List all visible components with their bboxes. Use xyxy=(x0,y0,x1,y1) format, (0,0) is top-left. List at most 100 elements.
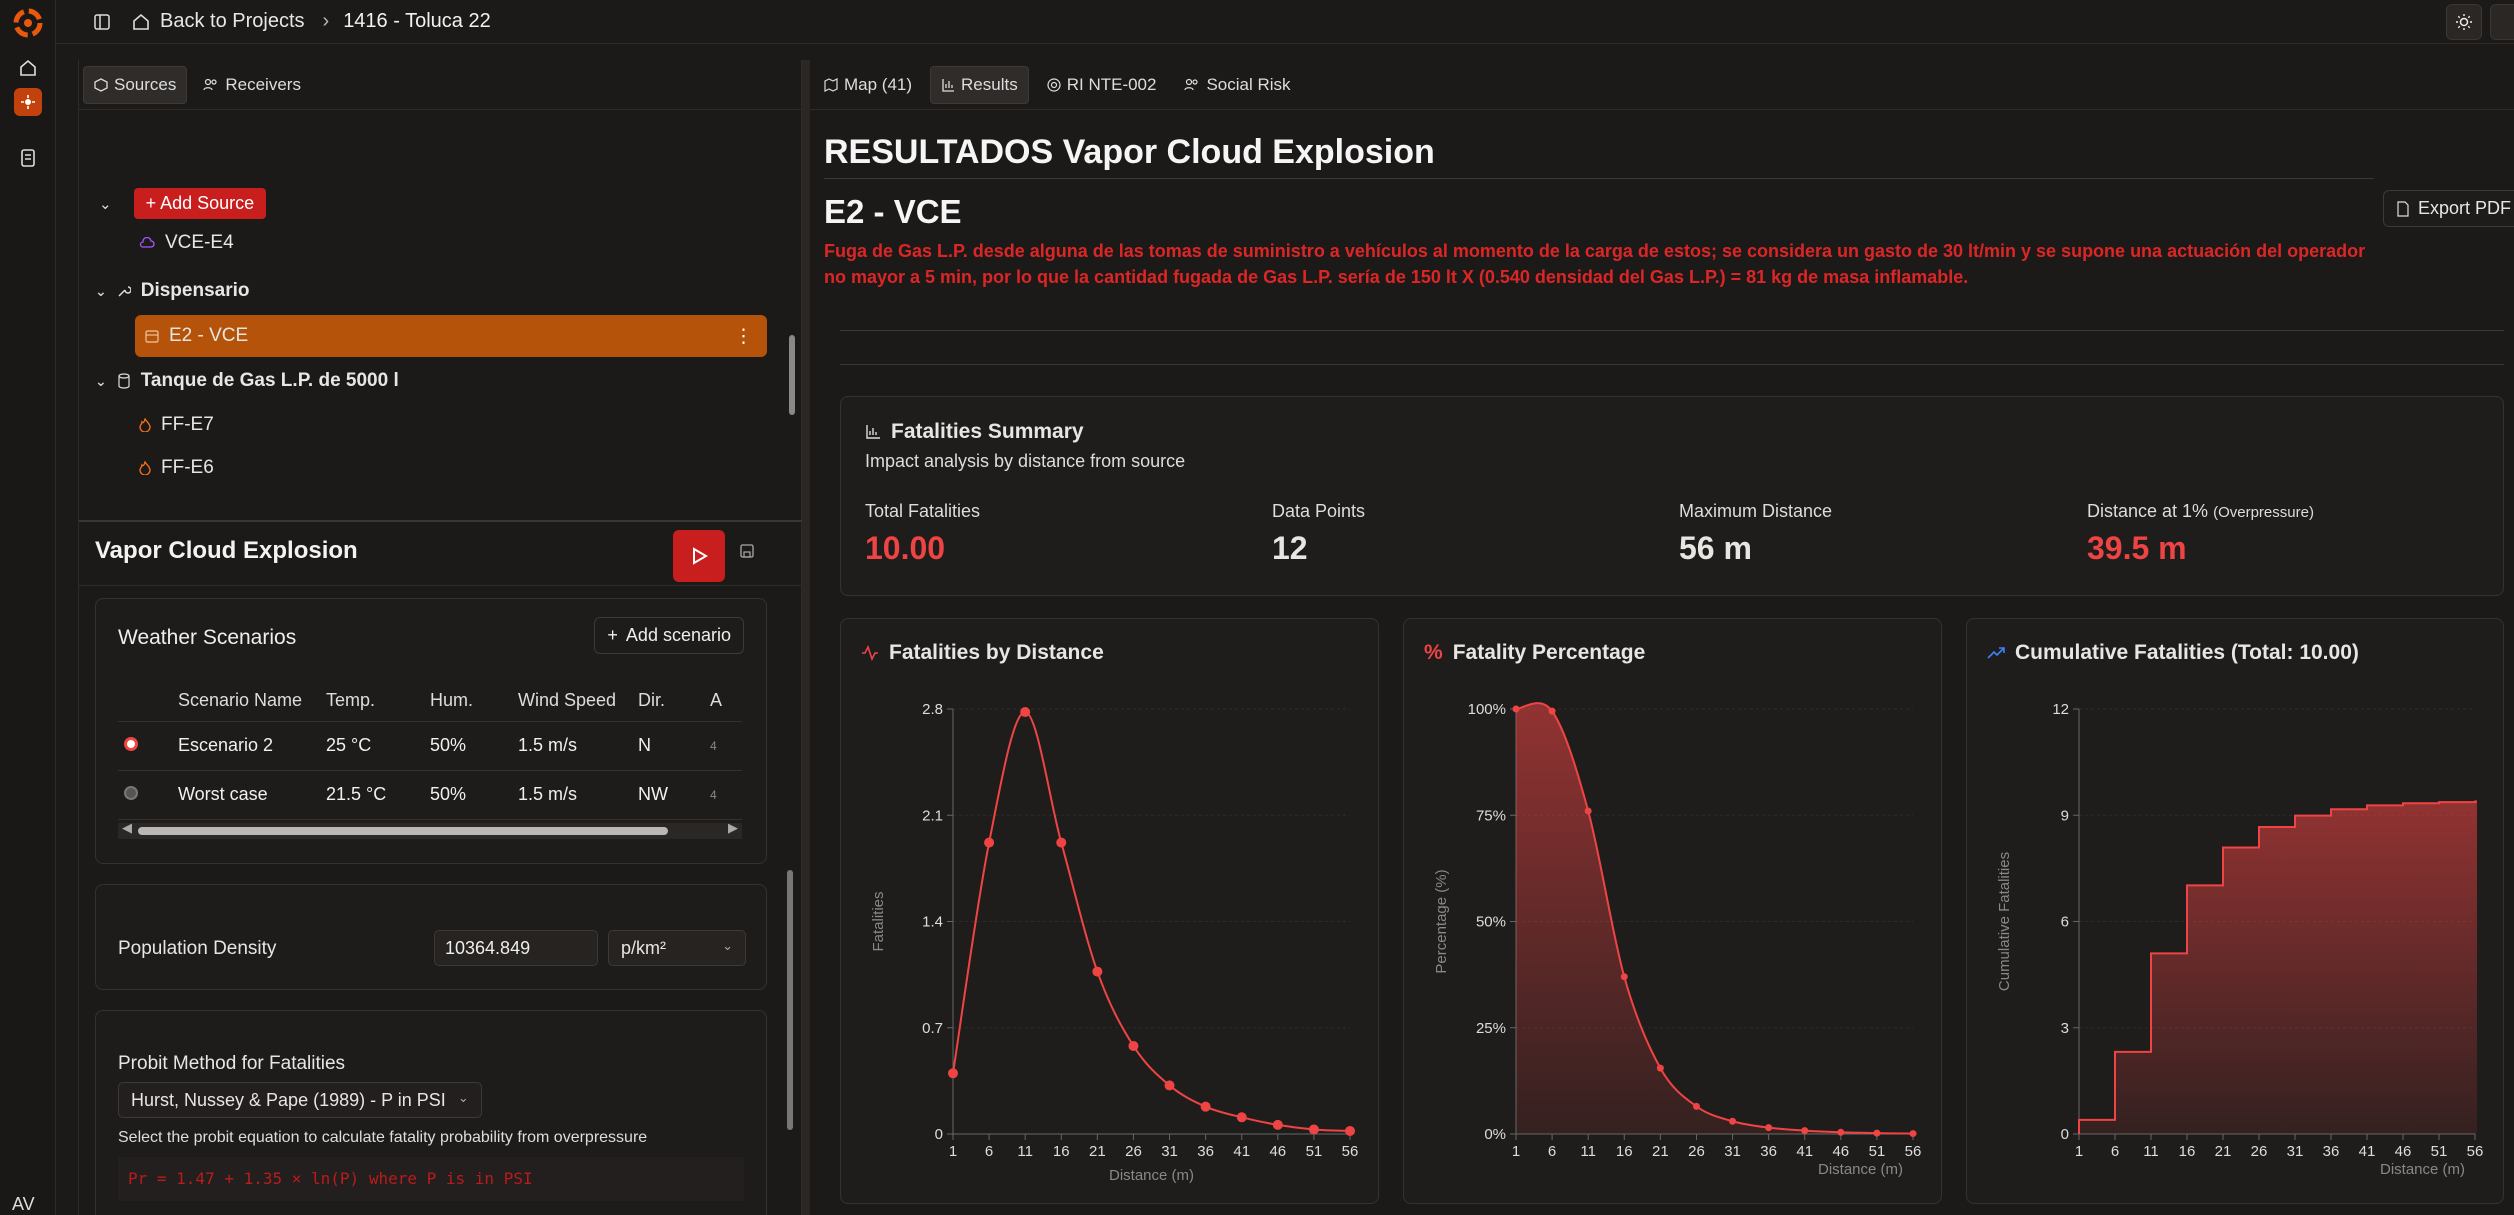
table-row[interactable]: Worst case 21.5 °C 50% 1.5 m/s NW 4 xyxy=(118,770,742,820)
play-icon xyxy=(693,547,708,565)
probit-method-card: Probit Method for Fatalities Hurst, Nuss… xyxy=(95,1010,767,1215)
file-icon xyxy=(2397,200,2409,217)
stat-label: Data Points xyxy=(1272,501,1366,521)
report-icon[interactable] xyxy=(14,144,42,172)
panel-scrollbar[interactable] xyxy=(785,840,795,1215)
export-pdf-button[interactable]: Export PDF xyxy=(2382,190,2514,227)
table-row[interactable]: Escenario 2 25 °C 50% 1.5 m/s N 4 xyxy=(118,721,742,771)
probit-description: Select the probit equation to calculate … xyxy=(118,1129,648,1146)
data-point xyxy=(1548,707,1556,715)
settings-button[interactable] xyxy=(2490,4,2514,40)
x-tick-label: 51 xyxy=(1306,1143,1323,1160)
x-tick-label: 51 xyxy=(2431,1143,2448,1160)
y-axis-label: Cumulative Fatalities xyxy=(1996,852,2013,991)
avatar[interactable]: AV xyxy=(12,1194,35,1214)
x-tick-label: 31 xyxy=(1724,1143,1741,1160)
x-tick-label: 11 xyxy=(1017,1143,1033,1160)
save-icon[interactable] xyxy=(739,542,755,565)
table-horizontal-scrollbar[interactable]: ◀ ▶ xyxy=(118,820,742,839)
tree-item-e2-vce[interactable]: E2 - VCE ⋮ xyxy=(135,315,767,357)
x-tick-label: 1 xyxy=(949,1143,957,1160)
cell-hum: 50% xyxy=(430,721,518,771)
chevron-right-icon: › xyxy=(322,10,330,32)
cell-temp: 25 °C xyxy=(326,721,430,771)
run-button[interactable] xyxy=(673,530,725,582)
theme-toggle-button[interactable] xyxy=(2446,4,2482,40)
x-tick-label: 46 xyxy=(1269,1143,1286,1160)
x-tick-label: 6 xyxy=(1548,1143,1556,1160)
x-tick-label: 1 xyxy=(2075,1143,2083,1160)
panel-resize-handle[interactable] xyxy=(802,60,810,1215)
data-point xyxy=(984,837,995,848)
tab-social-risk[interactable]: Social Risk xyxy=(1174,67,1300,103)
probit-method-select[interactable]: Hurst, Nussey & Pape (1989) - P in PSI ⌄ xyxy=(118,1082,482,1118)
scroll-right-icon[interactable]: ▶ xyxy=(728,820,738,835)
scenario-radio[interactable] xyxy=(124,737,138,751)
stat-note: (Overpressure) xyxy=(2213,504,2314,521)
tab-sources[interactable]: Sources xyxy=(83,65,188,104)
column-header: Hum. xyxy=(430,681,518,722)
tab-receivers[interactable]: Receivers xyxy=(193,67,311,103)
tree-item-ff-e7[interactable]: FF-E7 xyxy=(139,414,214,436)
data-point xyxy=(1620,973,1628,981)
fatalities-line-chart: 00.71.42.12.81 6 11 16 21 26 31 36 41 46 51 56Dista… xyxy=(870,701,1358,1184)
scenario-radio[interactable] xyxy=(124,786,138,800)
population-density-card: Population Density p/km² ⌄ xyxy=(95,884,767,990)
tree-item-ff-e6[interactable]: FF-E6 xyxy=(139,457,214,479)
app-logo[interactable] xyxy=(11,6,45,40)
tree-scrollbar[interactable] xyxy=(787,235,797,495)
column-header: Dir. xyxy=(638,681,710,722)
right-tabs: Map (41) Results RI NTE-002 Social Risk xyxy=(810,60,2514,110)
chart-card-fatalities-by-distance: Fatalities by Distance 0 0.7 1.4 2.1 2.8 1 6 11… xyxy=(840,618,1379,1204)
chevron-down-icon[interactable]: ⌄ xyxy=(99,195,112,213)
stat-distance-at-1: Distance at 1% (Overpressure) 39.5 m xyxy=(2087,501,2314,567)
population-density-input[interactable] xyxy=(434,930,598,966)
y-tick-label: 100% xyxy=(1468,701,1506,718)
flame-icon xyxy=(139,418,151,432)
activity-icon xyxy=(862,645,878,661)
data-point xyxy=(1512,705,1520,713)
tree-item-vce-e4[interactable]: VCE-E4 xyxy=(139,232,234,254)
x-tick-label: 31 xyxy=(1161,1143,1178,1160)
cell-name: Escenario 2 xyxy=(178,721,326,771)
column-header: Temp. xyxy=(326,681,430,722)
y-tick-label: 6 xyxy=(2061,914,2069,931)
scrollbar-thumb[interactable] xyxy=(138,827,668,835)
more-options-icon[interactable]: ⋮ xyxy=(734,326,753,347)
analysis-icon[interactable] xyxy=(14,88,42,116)
series-area xyxy=(2079,801,2477,1134)
scroll-left-icon[interactable]: ◀ xyxy=(122,820,132,835)
data-point xyxy=(1200,1101,1211,1112)
add-scenario-button[interactable]: + Add scenario xyxy=(594,617,744,654)
cloud-icon xyxy=(139,237,155,248)
map-icon xyxy=(824,77,838,92)
left-tabs: Sources Receivers xyxy=(79,60,801,110)
tree-group-tanque[interactable]: ⌄ Tanque de Gas L.P. de 5000 l xyxy=(95,370,399,392)
divider xyxy=(840,330,2504,331)
stat-label: Total Fatalities xyxy=(865,501,981,521)
column-header: Scenario Name xyxy=(178,681,326,722)
back-to-projects-link[interactable]: Back to Projects xyxy=(132,10,305,33)
tab-results[interactable]: Results xyxy=(930,65,1029,104)
app-rail: AV xyxy=(0,0,56,1215)
y-tick-label: 0% xyxy=(1484,1126,1506,1143)
sources-panel: Sources Receivers ⌄ + Add Source VCE-E4 … xyxy=(78,60,803,1215)
cell-a: 4 xyxy=(710,770,742,820)
stat-value: 56 m xyxy=(1679,530,1752,566)
add-source-button[interactable]: + Add Source xyxy=(133,188,267,219)
tree-group-label: Tanque de Gas L.P. de 5000 l xyxy=(140,370,399,391)
tree-group-dispensario[interactable]: ⌄ Dispensario xyxy=(95,280,250,302)
toggle-sidebar-icon[interactable] xyxy=(84,4,120,40)
population-label: Population Density xyxy=(118,938,277,959)
fatalities-summary-card: Fatalities Summary Impact analysis by di… xyxy=(840,396,2504,596)
column-header: A xyxy=(710,681,742,722)
tab-map[interactable]: Map (41) xyxy=(814,67,922,103)
chart-card-fatality-percentage: % Fatality Percentage 0% 25% 50% 75% 100% 1 6 1… xyxy=(1403,618,1942,1204)
weather-scenarios-card: Weather Scenarios + Add scenario Scenari… xyxy=(95,598,767,864)
cell-name: Worst case xyxy=(178,770,326,820)
tab-ri-nte[interactable]: RI NTE-002 xyxy=(1037,67,1167,103)
home-icon[interactable] xyxy=(14,54,42,82)
unit-select[interactable]: p/km² ⌄ xyxy=(608,930,746,966)
series-area xyxy=(1516,703,1913,1134)
data-point xyxy=(1128,1040,1139,1051)
